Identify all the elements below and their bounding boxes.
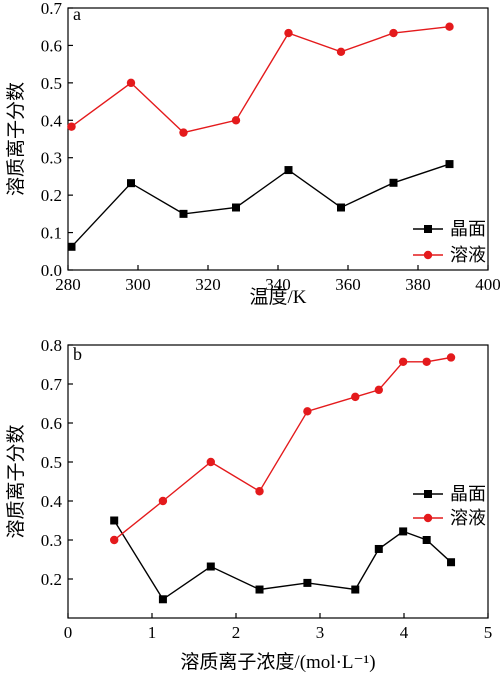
x-tick-label: 3 — [316, 623, 325, 642]
x-axis-title: 温度/K — [249, 286, 306, 308]
data-point — [422, 357, 431, 366]
y-tick-label: 0.8 — [41, 336, 62, 355]
data-point — [374, 385, 383, 395]
data-point — [126, 78, 136, 88]
data-point — [447, 558, 456, 567]
plot-frame — [67, 344, 489, 619]
panel-label: a — [73, 4, 81, 24]
x-tick-label: 380 — [405, 275, 431, 294]
x-tick-label: 4 — [400, 623, 409, 642]
data-point — [158, 595, 167, 604]
legend-label: 晶面 — [450, 484, 486, 504]
series-solution — [110, 353, 456, 545]
legend-marker — [423, 513, 433, 523]
data-point — [110, 516, 119, 525]
y-tick-label: 0.4 — [41, 492, 63, 511]
legend-label: 晶面 — [450, 219, 486, 239]
y-tick-label: 0.0 — [41, 261, 62, 280]
chart-panel-b: 0 1 2 3 4 5 0.2 0.3 0.4 0.5 0.6 0.7 0.8 b 溶质离子浓度/(mol·… — [5, 336, 492, 673]
series-line — [113, 356, 452, 541]
data-point — [422, 536, 431, 544]
y-axis-title: 溶质离子分数 — [5, 82, 27, 196]
data-point — [67, 122, 76, 131]
y-tick-label: 0.1 — [41, 224, 62, 243]
chart-panel-a: 280 300 320 340 360 380 400 0.0 0.1 0.2 0.3 0.4 0.5 0… — [5, 0, 500, 308]
x-tick-label: 300 — [125, 275, 151, 294]
x-tick-label: 0 — [64, 623, 73, 642]
y-tick-label: 0.3 — [41, 531, 62, 550]
data-point — [179, 128, 188, 137]
data-point — [445, 22, 454, 31]
y-tick-label: 0.3 — [41, 149, 62, 168]
series-solution — [67, 22, 454, 137]
data-point — [67, 242, 76, 251]
data-point — [303, 578, 312, 587]
legend-label: 溶液 — [450, 245, 486, 265]
data-point — [351, 585, 360, 594]
data-point — [158, 496, 168, 506]
panel-label: b — [73, 344, 82, 364]
series-crystal-face — [110, 516, 456, 604]
y-tick-label: 0.6 — [41, 414, 62, 433]
data-point — [179, 209, 188, 218]
x-tick-label: 2 — [232, 623, 241, 642]
data-point — [255, 585, 264, 594]
x-tick-label: 280 — [55, 275, 81, 294]
legend-marker — [424, 490, 432, 498]
y-tick-label: 0.7 — [41, 0, 63, 18]
legend-marker — [423, 250, 433, 260]
data-point — [374, 544, 383, 553]
series-line — [71, 26, 450, 134]
data-point — [231, 116, 241, 125]
x-tick-label: 5 — [484, 623, 493, 642]
data-point — [389, 178, 398, 187]
data-point — [337, 203, 345, 212]
y-tick-label: 0.7 — [41, 375, 63, 394]
x-tick-label: 320 — [195, 275, 221, 294]
series-crystal-face — [67, 160, 454, 251]
x-tick-label: 340 — [265, 275, 291, 294]
data-point — [284, 28, 293, 38]
x-tick-label: 400 — [475, 275, 500, 294]
x-axis-title: 溶质离子浓度/(mol·L⁻¹) — [180, 651, 375, 673]
data-point — [351, 392, 360, 402]
y-tick-label: 0.2 — [41, 570, 62, 589]
data-point — [336, 47, 346, 56]
y-tick-label: 0.5 — [41, 453, 62, 472]
y-tick-label: 0.6 — [41, 36, 62, 55]
legend-marker — [424, 225, 432, 233]
y-axis-title: 溶质离子分数 — [5, 424, 27, 538]
y-tick-label: 0.5 — [41, 74, 62, 93]
series-line — [113, 520, 452, 601]
data-point — [446, 353, 456, 362]
legend-label: 溶液 — [450, 508, 486, 528]
data-point — [303, 407, 312, 416]
data-point — [127, 179, 135, 188]
data-point — [284, 166, 293, 175]
data-point — [255, 487, 264, 496]
data-point — [398, 357, 408, 366]
data-point — [445, 160, 454, 169]
data-point — [206, 457, 215, 467]
x-tick-label: 1 — [148, 623, 157, 642]
x-tick-label: 360 — [335, 275, 361, 294]
data-point — [206, 562, 215, 571]
series-line — [70, 163, 450, 248]
data-point — [399, 527, 408, 536]
y-tick-label: 0.2 — [41, 186, 62, 205]
data-point — [389, 28, 398, 38]
data-point — [110, 535, 119, 545]
y-tick-label: 0.4 — [41, 111, 63, 130]
data-point — [232, 203, 240, 212]
